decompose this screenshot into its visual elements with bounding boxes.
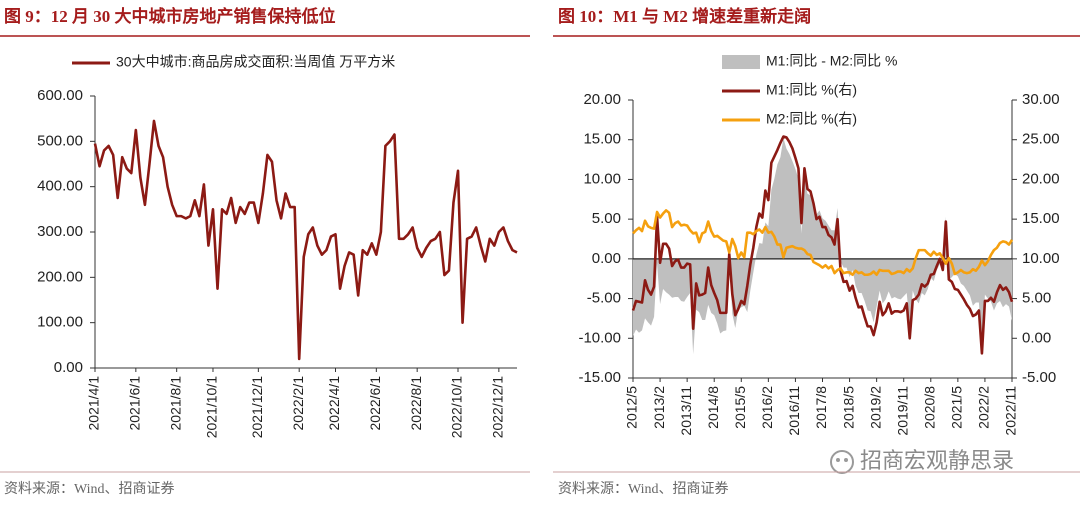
y-tick-label: 200.00: [37, 268, 83, 285]
y2-tick-label: 10.00: [1022, 250, 1060, 267]
x-tick-label: 2020/8: [921, 386, 937, 429]
y-tick-label: 500.00: [37, 132, 83, 149]
x-tick-label: 2022/8/1: [408, 376, 424, 431]
y-tick-label: -15.00: [578, 369, 621, 386]
legend-label: M1:同比 %(右): [766, 82, 857, 98]
y-tick-label: -10.00: [578, 329, 621, 346]
x-tick-label: 2015/5: [732, 386, 748, 429]
line: [93, 119, 518, 361]
y-tick-label: 0.00: [54, 359, 83, 376]
y-tick-label: 100.00: [37, 314, 83, 331]
x-tick-label: 2021/4/1: [86, 376, 102, 431]
y-tick-label: -5.00: [587, 290, 621, 307]
line: [631, 135, 1014, 355]
y2-tick-label: 30.00: [1022, 91, 1060, 108]
y2-tick-label: -5.00: [1022, 369, 1056, 386]
x-tick-label: 2022/12/1: [490, 376, 506, 438]
x-tick-label: 2021/8/1: [167, 376, 183, 431]
watermark-group: 招商宏观静思录: [830, 448, 1014, 474]
x-tick-label: 2022/2/1: [290, 376, 306, 431]
x-tick-label: 2019/11: [894, 386, 910, 436]
x-tick-label: 2014/8: [705, 386, 721, 429]
source: 资料来源：Wind、招商证券: [558, 481, 729, 497]
chart-title: 图 10：M1 与 M2 增速差重新走阔: [558, 6, 811, 26]
y2-tick-label: 5.00: [1022, 290, 1051, 307]
y2-tick-label: 20.00: [1022, 170, 1060, 187]
x-tick-label: 2019/2: [867, 386, 883, 429]
legend-label: 30大中城市:商品房成交面积:当周值 万平方米: [116, 54, 395, 70]
y-tick-label: 300.00: [37, 223, 83, 240]
x-tick-label: 2022/2: [976, 386, 992, 429]
line: [632, 209, 1014, 277]
watermark-icon-eye: [836, 458, 840, 462]
x-tick-label: 2021/6/1: [127, 376, 143, 431]
x-tick-label: 2017/8: [813, 386, 829, 429]
y-tick-label: 600.00: [37, 87, 83, 104]
x-tick-label: 2012/5: [624, 386, 640, 429]
chart-title: 图 9：12 月 30 大中城市房地产销售保持低位: [4, 6, 336, 26]
y-tick-label: 0.00: [592, 250, 621, 267]
y-tick-label: 15.00: [583, 131, 621, 148]
x-tick-label: 2021/12/1: [249, 376, 265, 438]
x-tick-label: 2013/11: [678, 386, 694, 436]
legend-label: M2:同比 %(右): [766, 111, 857, 127]
x-tick-label: 2022/6/1: [367, 376, 383, 431]
x-tick-label: 2021/5: [949, 386, 965, 429]
x-tick-label: 2018/5: [840, 386, 856, 429]
y2-tick-label: 0.00: [1022, 329, 1051, 346]
watermark: 招商宏观静思录: [860, 448, 1014, 473]
y-tick-label: 20.00: [583, 91, 621, 108]
watermark-icon-eye: [844, 458, 848, 462]
x-tick-label: 2013/2: [651, 386, 667, 429]
y-tick-label: 10.00: [583, 170, 621, 187]
x-tick-label: 2021/10/1: [204, 376, 220, 438]
area: [633, 138, 1012, 355]
x-tick-label: 2022/11: [1003, 386, 1019, 436]
x-tick-label: 2022/4/1: [326, 376, 342, 431]
source: 资料来源：Wind、招商证券: [4, 481, 175, 497]
watermark-icon: [830, 450, 854, 474]
y2-tick-label: 15.00: [1022, 210, 1060, 227]
x-tick-label: 2016/11: [786, 386, 802, 436]
legend-swatch: [722, 55, 760, 69]
y-tick-label: 400.00: [37, 178, 83, 195]
legend-label: M1:同比 - M2:同比 %: [766, 53, 897, 69]
y2-tick-label: 25.00: [1022, 131, 1060, 148]
x-tick-label: 2022/10/1: [449, 376, 465, 438]
x-tick-label: 2016/2: [759, 386, 775, 429]
y-tick-label: 5.00: [592, 210, 621, 227]
